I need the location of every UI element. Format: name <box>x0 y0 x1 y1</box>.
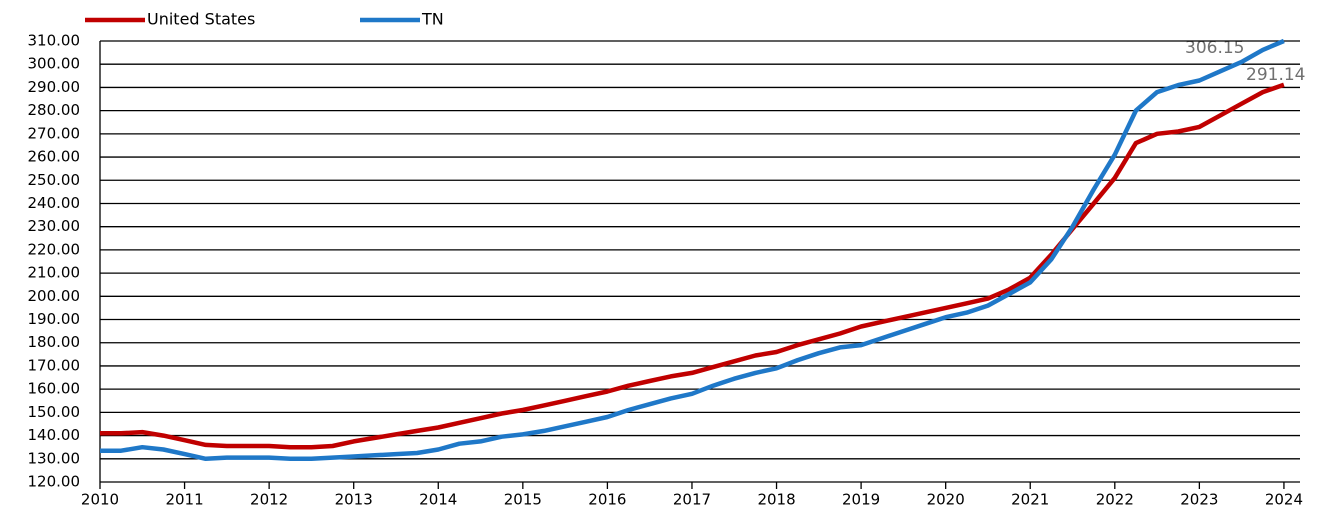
x-tick-label: 2013 <box>335 491 373 509</box>
x-tick-label: 2018 <box>757 491 795 509</box>
x-tick-label: 2014 <box>419 491 457 509</box>
y-tick-label: 120.00 <box>28 473 81 491</box>
x-tick-label: 2016 <box>588 491 626 509</box>
y-tick-label: 130.00 <box>28 449 81 467</box>
legend-label: United States <box>147 10 255 29</box>
x-tick-label: 2021 <box>1011 491 1049 509</box>
x-tick-label: 2020 <box>927 491 965 509</box>
y-tick-label: 190.00 <box>28 310 81 328</box>
y-tick-label: 160.00 <box>28 380 81 398</box>
y-tick-label: 260.00 <box>28 148 81 166</box>
x-tick-label: 2015 <box>504 491 542 509</box>
y-tick-label: 250.00 <box>28 171 81 189</box>
x-tick-label: 2019 <box>842 491 880 509</box>
x-tick-label: 2011 <box>165 491 203 509</box>
y-tick-label: 200.00 <box>28 287 81 305</box>
y-tick-label: 220.00 <box>28 240 81 258</box>
legend-label: TN <box>421 10 444 29</box>
x-tick-label: 2010 <box>81 491 119 509</box>
y-tick-label: 180.00 <box>28 333 81 351</box>
y-tick-label: 170.00 <box>28 356 81 374</box>
y-tick-label: 270.00 <box>28 124 81 142</box>
y-tick-label: 300.00 <box>28 55 81 73</box>
annotation: 306.15 <box>1185 38 1244 58</box>
x-tick-label: 2017 <box>673 491 711 509</box>
y-tick-label: 210.00 <box>28 264 81 282</box>
series-line <box>100 82 1285 450</box>
y-tick-label: 240.00 <box>28 194 81 212</box>
x-tick-label: 2024 <box>1265 491 1303 509</box>
x-tick-label: 2012 <box>250 491 288 509</box>
series-line <box>100 38 1285 462</box>
y-tick-label: 280.00 <box>28 101 81 119</box>
x-tick-label: 2023 <box>1180 491 1218 509</box>
y-tick-label: 140.00 <box>28 426 81 444</box>
y-tick-label: 310.00 <box>28 32 81 50</box>
y-tick-label: 290.00 <box>28 78 81 96</box>
annotation: 291.14 <box>1246 65 1305 85</box>
y-tick-label: 230.00 <box>28 217 81 235</box>
y-tick-label: 150.00 <box>28 403 81 421</box>
x-tick-label: 2022 <box>1096 491 1134 509</box>
